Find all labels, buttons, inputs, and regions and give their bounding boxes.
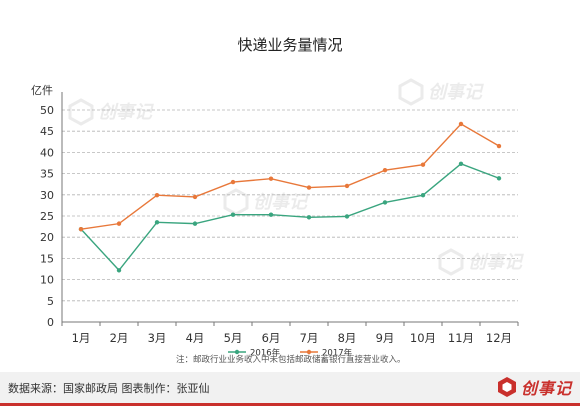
y-tick-label: 10	[40, 274, 54, 287]
legend-swatch-marker	[234, 349, 240, 355]
y-tick-label: 40	[40, 146, 54, 159]
data-point	[230, 212, 236, 217]
brand-logo: 创事记	[496, 375, 572, 399]
data-point	[154, 220, 160, 225]
x-tick-label: 12月	[486, 331, 512, 345]
data-point	[192, 194, 198, 200]
data-point	[116, 221, 122, 226]
y-tick-label: 0	[47, 316, 54, 329]
x-tick-label: 11月	[448, 331, 474, 345]
data-point	[496, 143, 502, 149]
data-source-credit: 数据来源：国家邮政局 图表制作：张亚仙	[8, 382, 210, 395]
y-tick-label: 30	[40, 189, 54, 202]
data-point	[154, 193, 160, 198]
y-tick-label: 50	[40, 104, 54, 117]
x-tick-label: 9月	[376, 331, 395, 345]
svg-text:创事记: 创事记	[98, 102, 154, 123]
series-line-2017年	[80, 123, 500, 230]
data-point	[78, 226, 84, 232]
legend-label: 2016年	[250, 348, 281, 359]
footer-accent-line	[0, 403, 580, 406]
data-point	[458, 161, 464, 167]
legend-label: 2017年	[322, 348, 353, 359]
watermark-logo: 创事记	[398, 78, 484, 106]
x-tick-label: 3月	[148, 331, 167, 345]
data-point	[458, 121, 464, 127]
y-axis-unit-label: 亿件	[31, 84, 53, 97]
watermark-logo: 创事记	[438, 248, 524, 276]
chart-title: 快递业务量情况	[237, 36, 342, 54]
watermark-logo: 创事记	[223, 188, 309, 216]
svg-text:创事记: 创事记	[468, 252, 524, 273]
data-point	[306, 185, 312, 190]
data-point	[192, 221, 198, 226]
x-tick-label: 7月	[300, 331, 319, 345]
data-point	[116, 268, 122, 273]
series-line-2016年	[80, 163, 500, 272]
footer-bar: 数据来源：国家邮政局 图表制作：张亚仙 创事记	[0, 372, 580, 406]
chart-footnote: 注：邮政行业业务收入中未包括邮政储蓄银行直接营业收入。	[176, 354, 406, 365]
data-point	[344, 183, 350, 189]
brand-logo-text: 创事记	[520, 379, 572, 398]
brand-cube-icon	[497, 377, 516, 397]
x-tick-label: 5月	[224, 331, 243, 345]
svg-text:创事记: 创事记	[428, 82, 484, 103]
y-tick-label: 45	[40, 125, 54, 138]
y-tick-label: 35	[40, 168, 54, 181]
watermark-logo: 创事记	[68, 98, 154, 126]
x-tick-label: 8月	[338, 331, 357, 345]
data-point	[344, 214, 350, 219]
y-tick-label: 5	[47, 295, 54, 308]
data-point	[420, 193, 426, 198]
svg-text:创事记: 创事记	[253, 192, 309, 213]
data-point	[382, 168, 388, 173]
data-point	[496, 176, 502, 181]
y-tick-label: 15	[40, 252, 54, 265]
x-tick-label: 10月	[410, 331, 436, 345]
data-point	[382, 200, 388, 205]
x-tick-label: 4月	[186, 331, 205, 345]
legend-swatch-marker	[306, 349, 312, 355]
data-point	[268, 212, 274, 217]
y-tick-label: 20	[40, 231, 54, 244]
data-point	[420, 162, 426, 167]
x-tick-label: 1月	[72, 331, 91, 345]
data-point	[268, 176, 274, 181]
x-tick-label: 2月	[110, 331, 129, 345]
data-point	[306, 215, 312, 220]
y-tick-label: 25	[40, 210, 54, 223]
data-point	[230, 179, 236, 185]
x-tick-label: 6月	[262, 331, 281, 345]
